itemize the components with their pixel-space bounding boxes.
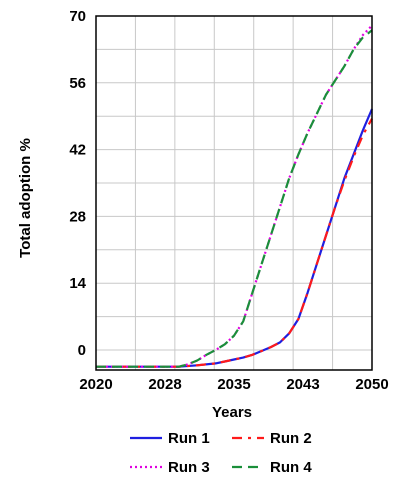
- series-group: [96, 24, 374, 368]
- y-tick-label: 42: [69, 142, 86, 159]
- legend: Run 1 Run 2 Run 3 Run 4: [130, 430, 312, 476]
- x-tick-label: 2028: [148, 376, 181, 393]
- grid: [96, 16, 372, 370]
- x-tick-label: 2035: [217, 376, 250, 393]
- y-tick-label: 56: [69, 75, 86, 92]
- y-tick-label: 70: [69, 8, 86, 25]
- x-tick-label: 2043: [286, 376, 319, 393]
- plot-frame: [95, 15, 373, 371]
- legend-label-run-3: Run 3: [168, 459, 210, 476]
- series-line-run-2: [96, 118, 373, 368]
- x-tick-label: 2020: [79, 376, 112, 393]
- x-tick-labels: 2020 2028 2035 2043 2050: [79, 376, 388, 393]
- y-tick-label: 14: [69, 275, 86, 292]
- legend-label-run-2: Run 2: [270, 430, 312, 447]
- x-tick-label: 2050: [355, 376, 388, 393]
- y-tick-labels: 0 14 28 42 56 70: [69, 8, 86, 359]
- y-axis-title: Total adoption %: [17, 138, 34, 258]
- legend-label-run-4: Run 4: [270, 459, 312, 476]
- y-tick-label: 0: [78, 342, 86, 359]
- legend-label-run-1: Run 1: [168, 430, 210, 447]
- series-line-run-1: [96, 108, 374, 368]
- series-line-run-3: [96, 24, 373, 368]
- x-axis-title: Years: [212, 404, 252, 421]
- y-tick-label: 28: [69, 208, 86, 225]
